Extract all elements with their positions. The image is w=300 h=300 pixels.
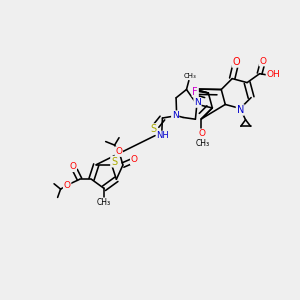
Text: CH₃: CH₃ [184,74,197,80]
Text: N: N [172,111,178,120]
Text: CH₃: CH₃ [97,198,111,207]
Text: NH: NH [156,131,169,140]
Text: O: O [69,162,76,171]
Text: O: O [115,147,122,156]
Text: O: O [199,129,206,138]
Text: O: O [64,181,70,190]
Text: O: O [131,155,138,164]
Text: CH₃: CH₃ [196,139,210,148]
Text: OH: OH [266,70,280,80]
Text: S: S [150,124,157,134]
Text: S: S [111,157,117,167]
Text: F: F [192,86,198,97]
Text: O: O [232,57,240,67]
Text: N: N [194,98,201,107]
Text: N: N [236,105,244,115]
Text: O: O [260,57,266,66]
